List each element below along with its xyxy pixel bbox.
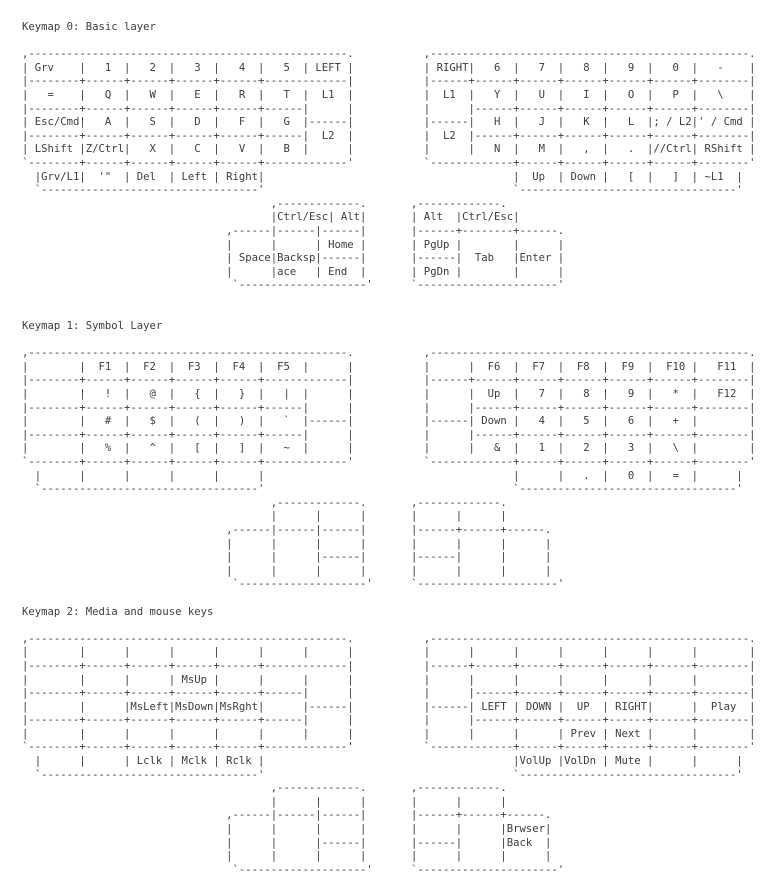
keymap-title-media-mouse: Keymap 2: Media and mouse keys: [22, 605, 214, 618]
keymap-section-media-mouse: Keymap 2: Media and mouse keys ,--------…: [22, 606, 765, 878]
keymap-ascii-art-symbol-layer: ,---------------------------------------…: [22, 347, 756, 591]
keymap-title-basic-layer: Keymap 0: Basic layer: [22, 21, 156, 33]
keymap-section-basic-layer: Keymap 0: Basic layer ,-----------------…: [22, 21, 765, 293]
keymap-section-symbol-layer: Keymap 1: Symbol Layer ,----------------…: [22, 320, 765, 592]
keymap-ascii-art-media-mouse: ,---------------------------------------…: [22, 632, 756, 876]
keymap-title-symbol-layer: Keymap 1: Symbol Layer: [22, 320, 163, 333]
keymap-ascii-art-basic-layer: ,---------------------------------------…: [22, 48, 756, 292]
